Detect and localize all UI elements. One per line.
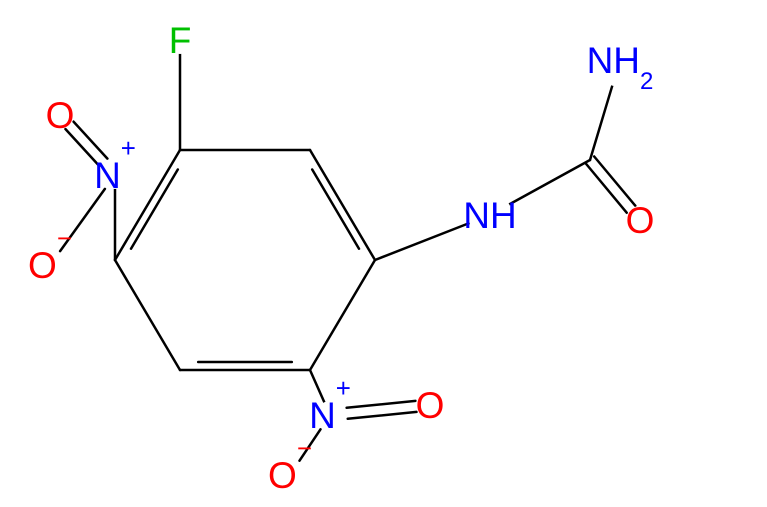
atom-o: O: [626, 200, 655, 241]
bond: [115, 260, 180, 370]
atom-o: O: [416, 385, 445, 426]
bond: [348, 412, 417, 419]
bond: [375, 223, 470, 260]
molecule-diagram: FN+OO−N+OO−NHONH2: [0, 0, 767, 507]
bond: [590, 86, 612, 160]
atom-n: N+: [94, 135, 136, 196]
atom-o: O−: [268, 435, 312, 496]
bond: [310, 150, 375, 260]
bond: [509, 160, 590, 204]
bond: [347, 401, 416, 408]
atoms-layer: FN+OO−N+OO−NHONH2: [28, 20, 654, 496]
atom-o: O−: [28, 225, 72, 286]
atom-n: NH: [463, 195, 516, 236]
atom-o: O: [46, 95, 75, 136]
atom-f: F: [169, 20, 192, 61]
bond: [74, 122, 108, 159]
bond: [131, 170, 178, 249]
bond: [312, 170, 359, 249]
bond: [310, 260, 375, 370]
